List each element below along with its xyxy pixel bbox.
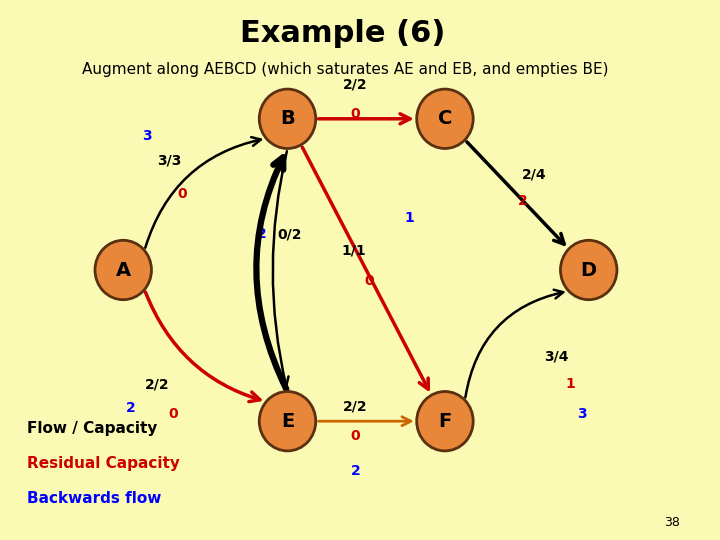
- Text: 38: 38: [664, 516, 680, 529]
- Circle shape: [95, 240, 151, 300]
- Text: 0: 0: [364, 274, 374, 288]
- Text: 3: 3: [577, 407, 587, 421]
- Text: 2/4: 2/4: [522, 167, 546, 181]
- Text: 2/2: 2/2: [145, 377, 169, 391]
- Circle shape: [417, 89, 473, 148]
- Text: 2: 2: [126, 401, 136, 415]
- Text: 3/3: 3/3: [157, 154, 181, 168]
- Text: 2: 2: [518, 194, 528, 208]
- Text: B: B: [280, 109, 295, 129]
- Text: E: E: [281, 411, 294, 431]
- Text: F: F: [438, 411, 451, 431]
- Text: Augment along AEBCD (which saturates AE and EB, and empties BE): Augment along AEBCD (which saturates AE …: [82, 62, 608, 77]
- Circle shape: [259, 392, 316, 451]
- Text: C: C: [438, 109, 452, 129]
- Text: 0: 0: [168, 407, 178, 421]
- Text: 1/1: 1/1: [341, 244, 366, 258]
- Text: A: A: [116, 260, 131, 280]
- Text: 3: 3: [143, 129, 152, 143]
- Text: Example (6): Example (6): [240, 19, 445, 48]
- Text: 1: 1: [404, 211, 414, 225]
- Text: D: D: [580, 260, 597, 280]
- Text: 0: 0: [351, 429, 361, 443]
- Text: 0: 0: [178, 187, 187, 201]
- Text: 2/2: 2/2: [343, 399, 368, 413]
- Text: Residual Capacity: Residual Capacity: [27, 456, 180, 471]
- Text: Backwards flow: Backwards flow: [27, 491, 162, 507]
- Circle shape: [560, 240, 617, 300]
- Text: 2: 2: [256, 227, 266, 241]
- Text: 2: 2: [351, 464, 361, 478]
- Text: 0/2: 0/2: [278, 227, 302, 241]
- Text: 3/4: 3/4: [544, 349, 568, 363]
- Text: 0: 0: [351, 107, 361, 121]
- Text: 2/2: 2/2: [343, 77, 368, 91]
- Circle shape: [417, 392, 473, 451]
- Circle shape: [259, 89, 316, 148]
- Text: 1: 1: [566, 377, 575, 391]
- Text: Flow / Capacity: Flow / Capacity: [27, 421, 158, 436]
